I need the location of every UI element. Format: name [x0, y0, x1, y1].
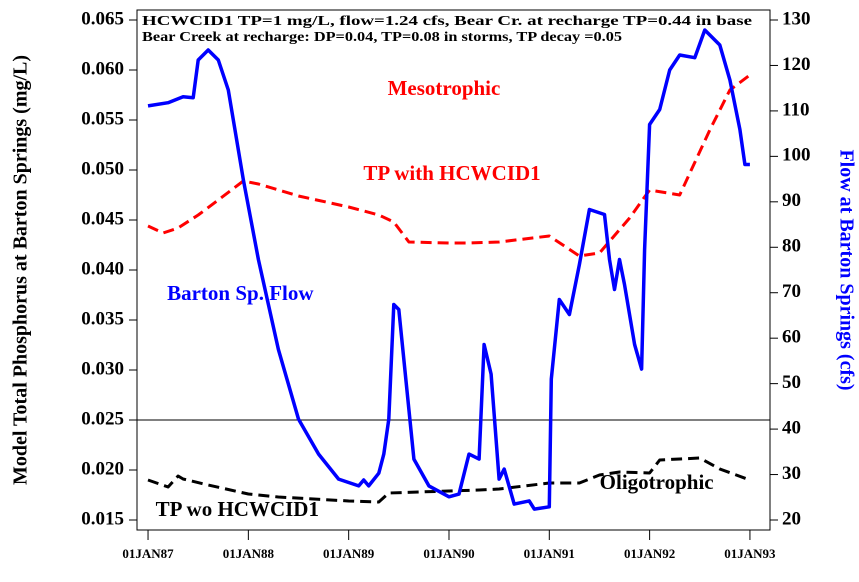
y2-tick-label: 20: [782, 508, 801, 529]
series-line: [147, 28, 750, 511]
y-tick-label: 0.055: [81, 108, 124, 129]
y-tick-label: 0.040: [81, 258, 124, 279]
y2-tick-label: 70: [782, 281, 801, 302]
x-tick-label: 01JAN89: [323, 546, 375, 561]
y2-tick-label: 30: [782, 463, 801, 484]
y-tick-label: 0.060: [81, 58, 124, 79]
y-tick-label: 0.030: [81, 358, 124, 379]
y-tick-label: 0.065: [81, 8, 124, 29]
y2-tick-label: 120: [782, 54, 811, 75]
y-tick-label: 0.035: [81, 308, 124, 329]
y-axis-label: Model Total Phosphorus at Barton Springs…: [10, 55, 32, 485]
y2-tick-label: 60: [782, 327, 801, 348]
x-tick-label: 01JAN87: [122, 546, 174, 561]
annotation: Mesotrophic: [388, 76, 501, 100]
y2-tick-label: 110: [782, 99, 809, 120]
y2-tick-label: 90: [782, 190, 801, 211]
annotation: Oligotrophic: [600, 470, 714, 494]
x-tick-label: 01JAN93: [724, 546, 776, 561]
y2-tick-label: 130: [782, 8, 811, 29]
y-tick-label: 0.020: [81, 458, 124, 479]
chart-title: HCWCID1 TP=1 mg/L, flow=1.24 cfs, Bear C…: [142, 13, 752, 28]
y-tick-label: 0.015: [81, 508, 124, 529]
y2-axis-label: Flow at Barton Springs (cfs): [835, 149, 857, 390]
y2-tick-label: 50: [782, 372, 801, 393]
x-tick-label: 01JAN91: [524, 546, 575, 561]
chart-subtitle: Bear Creek at recharge: DP=0.04, TP=0.08…: [142, 29, 622, 44]
y2-tick-label: 80: [782, 236, 801, 257]
x-tick-label: 01JAN92: [624, 546, 675, 561]
x-tick-label: 01JAN90: [423, 546, 474, 561]
y2-tick-label: 100: [782, 145, 811, 166]
x-tick-label: 01JAN88: [223, 546, 275, 561]
annotation: TP with HCWCID1: [363, 161, 540, 185]
y-tick-label: 0.050: [81, 158, 124, 179]
series-line: [147, 73, 751, 258]
y2-tick-label: 40: [782, 417, 801, 438]
y-tick-label: 0.025: [81, 408, 124, 429]
annotation: Barton Sp. Flow: [167, 281, 314, 305]
annotation: TP wo HCWCID1: [156, 497, 319, 521]
y-tick-label: 0.045: [81, 208, 124, 229]
series-line: [147, 456, 751, 504]
